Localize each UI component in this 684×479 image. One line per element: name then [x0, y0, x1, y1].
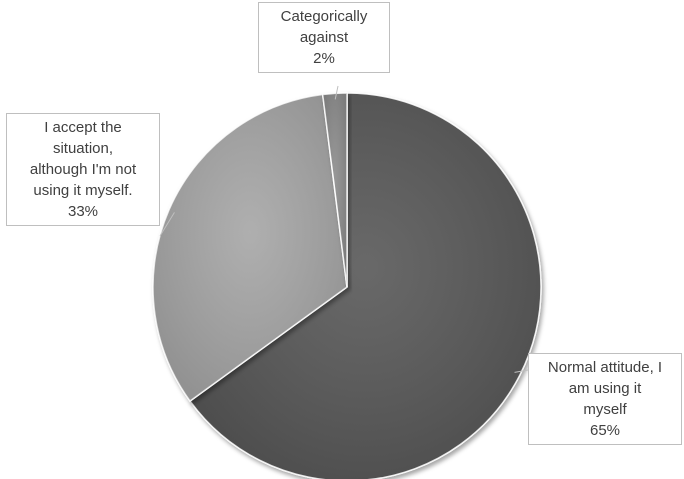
- data-label-line: although I'm not: [29, 161, 137, 178]
- data-label-line: I accept the: [44, 119, 122, 136]
- pie-slices: [152, 92, 542, 479]
- data-label-categorically-against: Categorically against 2%: [258, 2, 390, 73]
- data-label-line: myself: [583, 401, 627, 418]
- leader-line: [159, 212, 175, 237]
- data-label-line: am using it: [568, 380, 642, 397]
- leader-line: [514, 369, 529, 373]
- pie-slice-normal-attitude-shading: [190, 93, 541, 479]
- data-label-line: Categorically: [280, 8, 368, 25]
- data-label-line: situation,: [52, 140, 114, 157]
- pie-slice-accept-situation-shading: [153, 94, 347, 402]
- data-label-line: using it myself.: [33, 182, 133, 199]
- data-label-line: against: [299, 29, 349, 46]
- data-label-accept-situation: I accept the situation, although I'm not…: [6, 113, 160, 226]
- data-label-value: 2%: [313, 50, 335, 67]
- data-label-line: Normal attitude, I: [547, 359, 663, 376]
- data-label-value: 65%: [589, 422, 621, 439]
- data-label-value: 33%: [67, 203, 99, 220]
- leader-lines: [159, 85, 529, 373]
- data-label-normal-attitude: Normal attitude, I am using it myself 65…: [528, 353, 682, 445]
- leader-line: [334, 85, 339, 100]
- pie-slice-categorically-against-shading: [322, 93, 347, 287]
